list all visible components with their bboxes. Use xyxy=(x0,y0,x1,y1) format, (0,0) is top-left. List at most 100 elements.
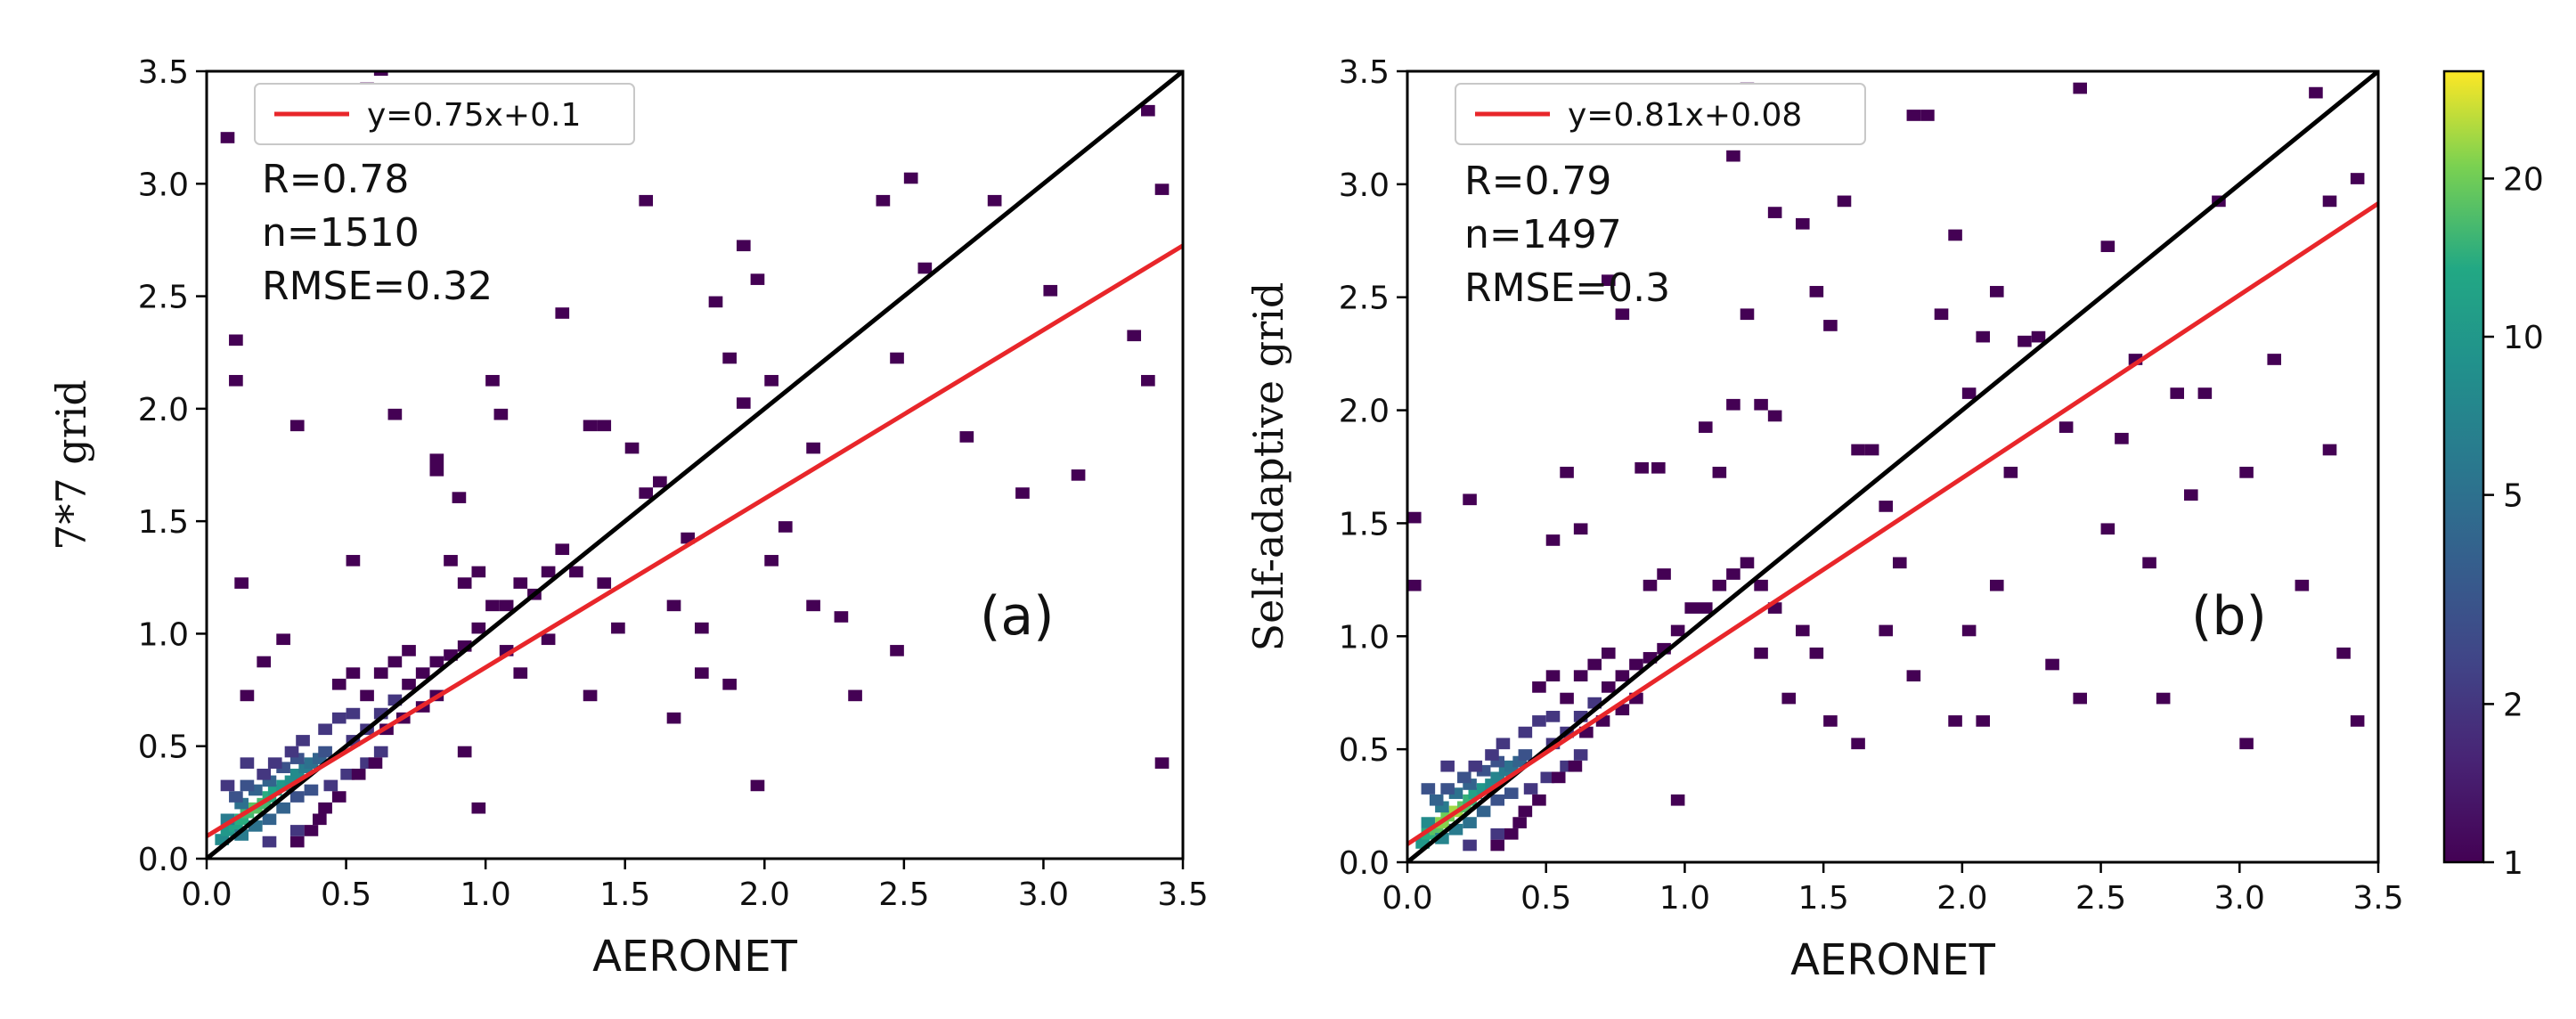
heatmap-cell xyxy=(750,779,765,792)
heatmap-cell xyxy=(229,791,243,803)
heatmap-cell xyxy=(1754,579,1768,591)
heatmap-cell xyxy=(806,442,820,454)
panel-b-stat-n: n=1497 xyxy=(1464,212,1622,257)
heatmap-cell xyxy=(1568,760,1583,772)
heatmap-cell xyxy=(471,566,486,578)
heatmap-cell xyxy=(1551,771,1566,784)
heatmap-cell xyxy=(778,521,793,533)
heatmap-cell xyxy=(1879,624,1893,637)
heatmap-cell xyxy=(284,746,299,758)
y-tick-label: 1.5 xyxy=(1339,506,1390,542)
heatmap-cell xyxy=(1496,738,1511,750)
x-tick-label: 3.5 xyxy=(2352,880,2403,917)
heatmap-cell xyxy=(597,577,612,589)
heatmap-cell xyxy=(2156,692,2171,705)
heatmap-cell xyxy=(1823,715,1838,727)
heatmap-cell xyxy=(1934,308,1949,321)
heatmap-cell xyxy=(318,723,332,736)
heatmap-cell xyxy=(1545,670,1561,682)
heatmap-cell xyxy=(1154,757,1170,769)
heatmap-cell xyxy=(2197,387,2213,399)
x-tick-label: 1.0 xyxy=(461,876,511,913)
heatmap-cell xyxy=(1629,658,1643,671)
heatmap-cell xyxy=(2018,335,2032,347)
heatmap-cell xyxy=(1429,794,1444,806)
heatmap-cell xyxy=(1573,523,1588,535)
heatmap-cell xyxy=(351,768,366,780)
heatmap-cell xyxy=(653,476,667,488)
heatmap-cell xyxy=(2073,692,2087,705)
heatmap-cell xyxy=(1740,557,1755,569)
heatmap-cell xyxy=(267,757,282,769)
heatmap-cell xyxy=(1893,557,1907,569)
heatmap-cell xyxy=(415,667,430,679)
panel-a: 0.0 0.5 1.0 1.5 2.0 2.5 3.0 3.5 0.0 0.5 1.0 1.5 2.0… xyxy=(47,54,1209,982)
heatmap-cell xyxy=(1490,839,1504,852)
heatmap-cell xyxy=(1634,461,1649,474)
heatmap-cell xyxy=(1837,195,1852,208)
panel-a-frame xyxy=(205,69,1185,860)
heatmap-cell xyxy=(1754,398,1768,411)
heatmap-cell xyxy=(1961,624,1977,637)
heatmap-cell xyxy=(1615,308,1630,321)
panel-b-legend-label: y=0.81x+0.08 xyxy=(1568,97,1802,134)
heatmap-cell xyxy=(368,757,383,769)
x-tick-label: 2.0 xyxy=(739,876,790,913)
heatmap-cell xyxy=(1990,579,2004,591)
heatmap-cell xyxy=(1670,624,1685,637)
heatmap-cell xyxy=(555,307,570,319)
heatmap-cell xyxy=(2142,557,2156,569)
panel-b-x-ticks: 0.0 0.5 1.0 1.5 2.0 2.5 3.0 3.5 xyxy=(1382,862,2404,917)
x-tick-label: 3.5 xyxy=(1157,876,1208,913)
heatmap-cell xyxy=(2031,330,2046,343)
heatmap-cell xyxy=(1990,286,2004,298)
heatmap-cell xyxy=(323,779,338,792)
heatmap-cell xyxy=(1651,461,1666,474)
heatmap-cell xyxy=(1540,771,1555,784)
heatmap-cell xyxy=(1823,320,1838,331)
heatmap-cell xyxy=(2336,647,2351,659)
heatmap-cell xyxy=(1518,805,1533,818)
heatmap-cell xyxy=(2100,240,2115,252)
heatmap-cell xyxy=(1154,183,1170,195)
heatmap-cell xyxy=(695,667,709,679)
colorbar-tick-label: 2 xyxy=(2503,687,2523,723)
heatmap-cell xyxy=(2115,432,2129,444)
heatmap-cell xyxy=(2045,658,2059,671)
heatmap-cell xyxy=(624,442,640,454)
heatmap-cell xyxy=(1560,692,1574,705)
heatmap-cell xyxy=(1504,827,1519,840)
heatmap-cell xyxy=(1754,647,1768,659)
heatmap-cell xyxy=(240,779,255,792)
panel-a-fit-line xyxy=(207,243,1183,838)
panel-a-lines xyxy=(207,71,1183,859)
heatmap-cell xyxy=(2073,82,2087,94)
heatmap-cell xyxy=(2350,173,2365,184)
heatmap-cell xyxy=(1043,284,1058,297)
heatmap-cell xyxy=(1767,410,1782,422)
heatmap-cell xyxy=(1518,749,1533,761)
y-tick-label: 2.0 xyxy=(1339,394,1390,430)
heatmap-cell xyxy=(1141,104,1155,117)
heatmap-cell xyxy=(2239,467,2254,478)
heatmap-cell xyxy=(2184,489,2198,501)
heatmap-cell xyxy=(387,408,403,420)
heatmap-cell xyxy=(360,689,374,702)
heatmap-cell xyxy=(452,492,467,503)
x-tick-label: 1.0 xyxy=(1659,880,1710,917)
panel-b-legend: y=0.81x+0.08 xyxy=(1455,83,1866,145)
heatmap-cell xyxy=(1407,579,1422,591)
heatmap-cell xyxy=(736,240,751,252)
heatmap-cell xyxy=(1504,787,1519,799)
heatmap-cell xyxy=(346,555,361,567)
heatmap-cell xyxy=(289,791,305,803)
heatmap-cell xyxy=(1573,670,1588,682)
heatmap-cell xyxy=(806,599,820,612)
heatmap-cell xyxy=(1615,670,1630,682)
heatmap-cell xyxy=(346,667,361,679)
heatmap-cell xyxy=(1440,783,1455,795)
heatmap-cell xyxy=(340,768,355,780)
y-tick-label: 3.5 xyxy=(1339,54,1390,91)
heatmap-cell xyxy=(1976,715,1990,727)
